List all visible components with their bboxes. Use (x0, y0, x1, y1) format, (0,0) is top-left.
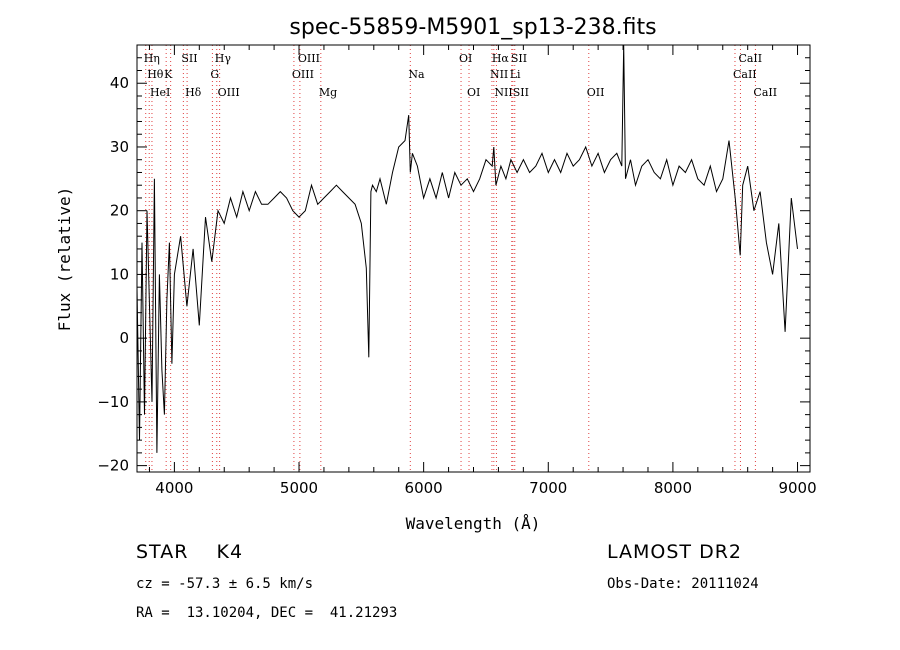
spectral-line-label: SII (181, 52, 197, 65)
survey-name: LAMOST DR2 (607, 541, 742, 563)
y-tick-label: −10 (97, 393, 129, 411)
spectral-line-label: NII (494, 86, 512, 99)
y-tick-label: 40 (110, 74, 129, 92)
spectral-line-label: CaII (738, 52, 762, 65)
object-class: STAR K4 (136, 541, 244, 563)
spectral-line-label: CaII (753, 86, 777, 99)
y-tick-label: 0 (119, 329, 129, 347)
spectral-line-markers (145, 45, 756, 472)
spectral-line-label: G (210, 68, 219, 81)
observation-date: Obs-Date: 20111024 (607, 576, 759, 592)
spectral-line-label: Hα (492, 52, 510, 65)
spectral-line-label: OIII (292, 68, 314, 81)
x-tick-label: 7000 (529, 479, 567, 497)
spectral-line-label: OI (459, 52, 472, 65)
x-axis-label: Wavelength (Å) (406, 514, 541, 533)
spectral-line-label: Hη (144, 52, 160, 65)
y-tick-label: −20 (97, 457, 129, 475)
x-tick-label: 6000 (405, 479, 443, 497)
spectral-line-labels: Hη Hθ HeI K SII Hδ G Hγ OIII OIII OIII Mg Na OI OI NII H… (144, 52, 777, 99)
spectrum-line (136, 44, 798, 453)
spectral-line-label: SII (513, 86, 529, 99)
spectral-line-label: OII (587, 86, 605, 99)
y-tick-label: 10 (110, 265, 129, 283)
y-tick-label: 20 (110, 202, 129, 220)
spectral-line-label: OI (467, 86, 480, 99)
spectral-line-label: NII (490, 68, 508, 81)
spectral-line-label: Hγ (215, 52, 232, 65)
x-tick-label: 9000 (778, 479, 816, 497)
y-axis-label: Flux (relative) (55, 187, 74, 332)
x-tick-label: 5000 (280, 479, 318, 497)
y-tick-label: 30 (110, 138, 129, 156)
redshift-velocity: cz = -57.3 ± 6.5 km/s (136, 576, 314, 592)
spectral-line-label: OIII (218, 86, 240, 99)
x-tick-label: 4000 (155, 479, 193, 497)
spectral-line-label: HeI (150, 86, 170, 99)
plot-frame (136, 44, 811, 473)
x-tick-label: 8000 (654, 479, 692, 497)
spectral-line-label: SII (511, 52, 527, 65)
spectral-line-label: Na (408, 68, 425, 81)
spectral-line-label: Li (510, 68, 521, 81)
spectral-line-label: OIII (298, 52, 320, 65)
spectral-line-label: K (164, 68, 173, 81)
spectral-line-label: CaII (733, 68, 757, 81)
axis-ticks: 4000 5000 6000 7000 8000 9000 −20 −10 0 10 20 30 40 (97, 44, 817, 497)
spectral-line-label: Mg (319, 86, 337, 99)
spectral-line-label: Hθ (147, 68, 164, 81)
spectral-line-label: Hδ (185, 86, 202, 99)
chart-title: spec-55859-M5901_sp13-238.fits (289, 15, 656, 40)
sky-coordinates: RA = 13.10204, DEC = 41.21293 (136, 605, 398, 621)
